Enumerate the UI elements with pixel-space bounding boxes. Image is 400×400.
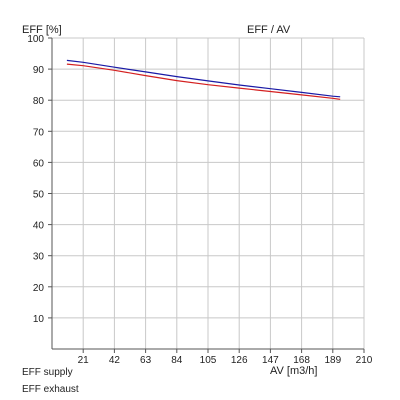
tick-labels: 21 42 63 84 105 126 147 168 189 210 10 20 30 40 50 60 70… [27, 34, 372, 366]
y-tick-label: 10 [33, 314, 45, 325]
y-axis-label: EFF [%] [22, 24, 62, 36]
x-tick-label: 105 [200, 355, 217, 366]
chart-title: EFF / AV [247, 24, 291, 36]
y-tick-label: 30 [33, 252, 45, 263]
series-line-eff-exhaust [66, 63, 341, 100]
x-tick-label: 210 [356, 355, 373, 366]
series-line-eff-supply [66, 59, 341, 98]
y-tick-label: 20 [33, 283, 45, 294]
x-tick-label: 147 [262, 355, 279, 366]
x-tick-label: 84 [171, 355, 183, 366]
x-tick-label: 168 [293, 355, 310, 366]
y-tick-label: 50 [33, 190, 45, 201]
y-tick-label: 70 [33, 127, 45, 138]
series-lines [66, 59, 341, 100]
legend-entry-exhaust: EFF exhaust [22, 384, 79, 395]
x-tick-label: 42 [109, 355, 121, 366]
y-tick-label: 90 [33, 65, 45, 76]
x-axis-label: AV [m3/h] [270, 365, 317, 377]
legend-entry-supply: EFF supply [22, 367, 73, 378]
y-tick-label: 40 [33, 221, 45, 232]
x-tick-label: 189 [324, 355, 341, 366]
y-tick-label: 60 [33, 158, 45, 169]
x-tick-label: 21 [78, 355, 90, 366]
y-tick-label: 100 [27, 34, 44, 45]
grid [52, 37, 365, 349]
axes [48, 37, 365, 353]
x-tick-label: 63 [140, 355, 152, 366]
y-tick-label: 80 [33, 96, 45, 107]
x-tick-label: 126 [231, 355, 248, 366]
